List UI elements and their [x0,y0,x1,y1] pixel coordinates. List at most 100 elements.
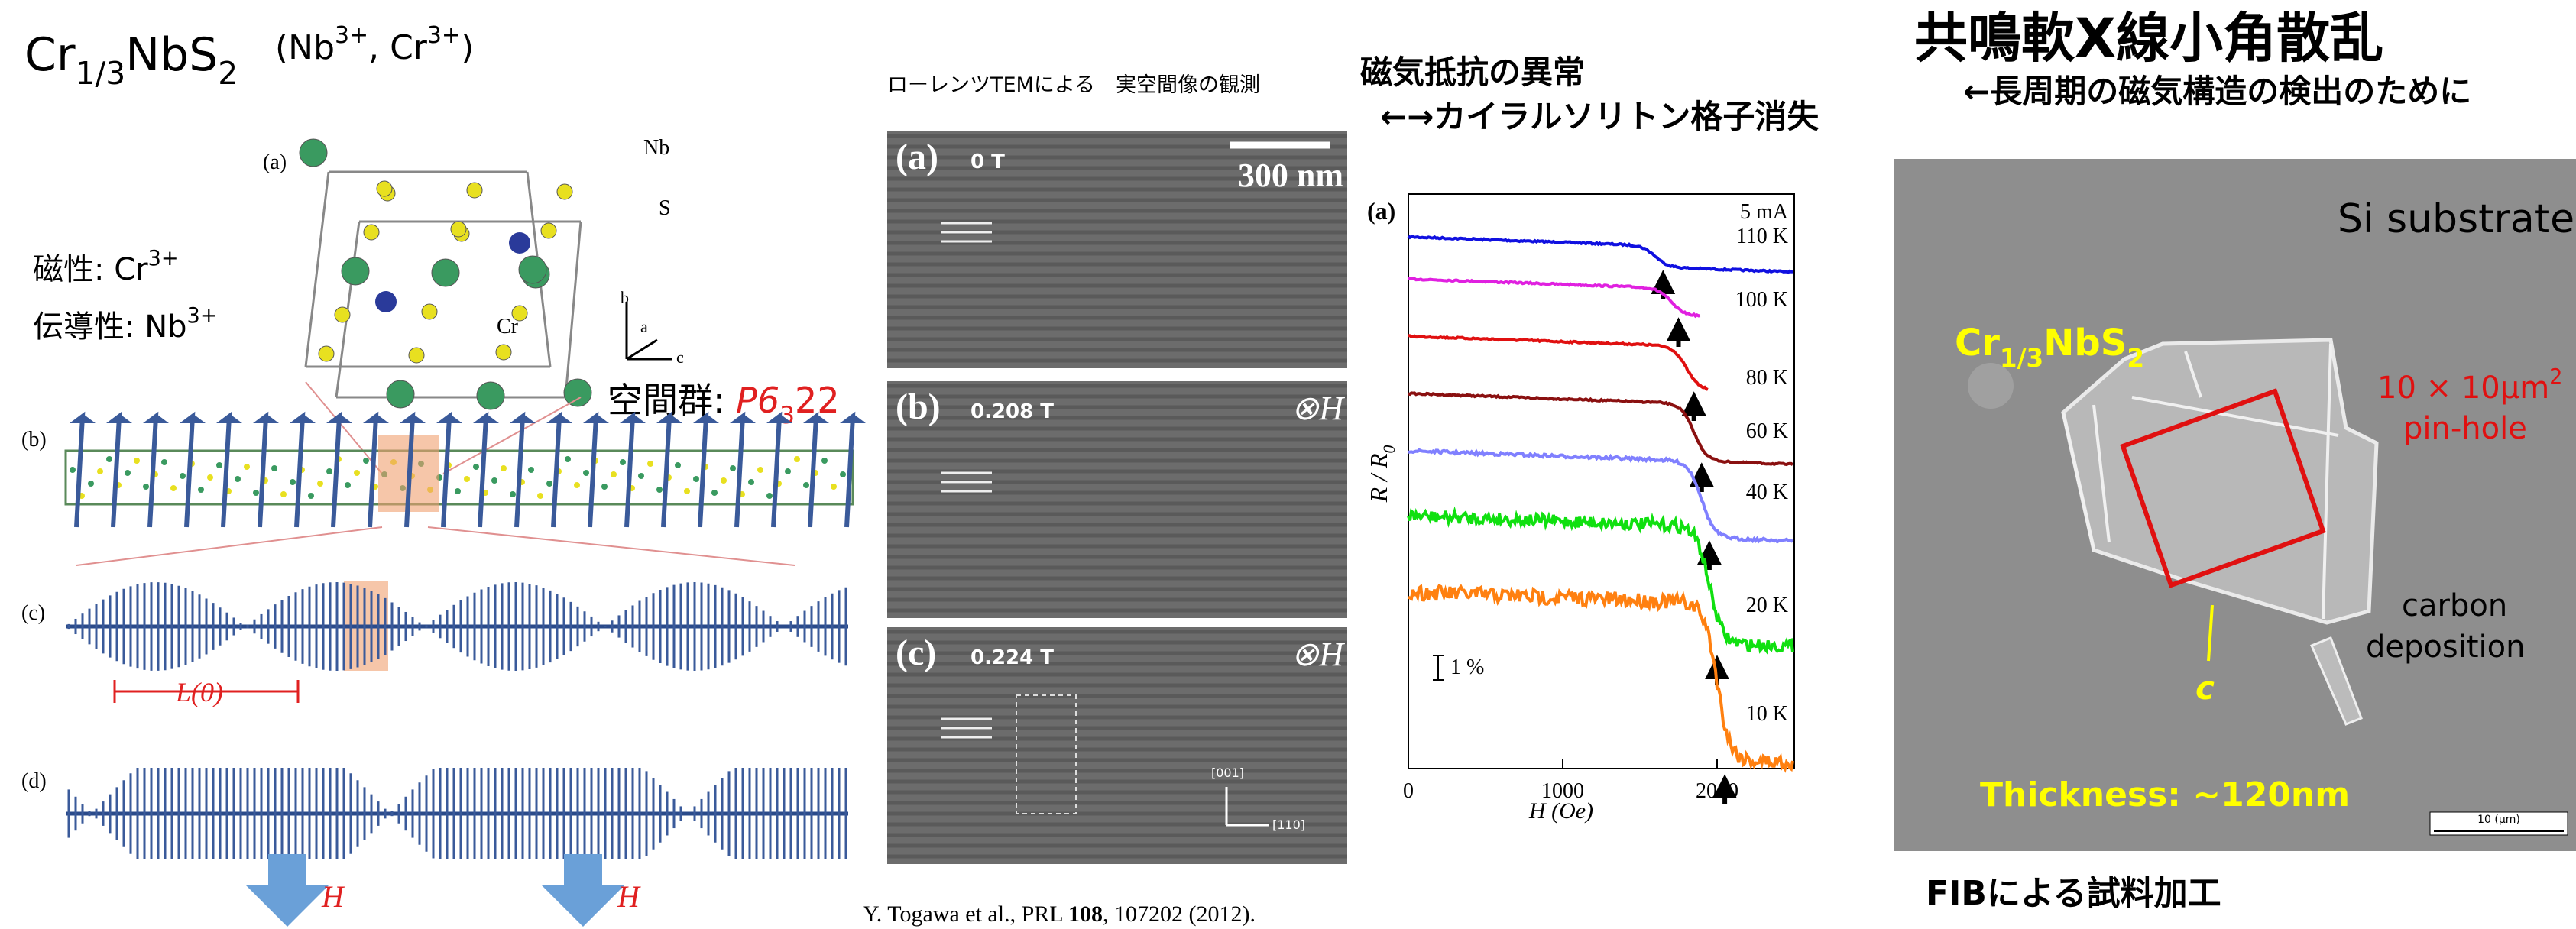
text-run: 100 K [1735,288,1788,312]
text-run: 108 [1068,901,1103,927]
atom [557,184,572,199]
text-run: 40 K [1746,481,1788,504]
lattice-atom [748,479,754,485]
text-run: (a) [1367,197,1395,225]
lattice-atom [235,476,241,482]
text-run: R / R [1365,453,1392,503]
scale-label: 300 nm [1238,157,1343,194]
lattice-atom [106,456,112,462]
lattice-atom [711,490,718,496]
x-tick-label: 0 [1403,779,1414,803]
atom [496,345,511,360]
text-run: c [2195,669,2215,707]
lattice-atom [757,467,763,473]
field-value: 0 T [970,151,1005,173]
field-label: H [321,879,345,914]
text-run: (c) [21,601,45,625]
atom [422,304,437,319]
text-run: c [676,348,684,367]
text-run: Thickness: ~120nm [1980,775,2350,814]
text-run: a [640,317,648,336]
lattice-atom [821,458,828,464]
carbon-label: carbon [2402,588,2507,623]
pinhole-label: pin-hole [2403,411,2527,446]
atom [564,379,591,406]
lattice-atom [97,468,103,474]
lattice-atom [170,485,177,491]
text-run: 5 mA [1740,200,1789,224]
lattice-atom [464,476,470,482]
panel-label: (b) [896,387,941,427]
lattice-atom [721,477,727,484]
scale-label: 10 (μm) [2477,814,2520,826]
atom [432,259,459,286]
atom [519,256,546,283]
atom [300,139,327,167]
lattice-atom [620,459,626,465]
axis-label: c [676,348,684,367]
atom-cr [509,232,530,254]
text-run: deposition [2366,630,2525,665]
citation: Y. Togawa et al., PRL 108, 107202 (2012)… [863,901,1256,927]
nb-label: Nb [643,136,669,160]
text-run: 3+ [148,247,179,270]
text-run: ←長周期の磁気構造の検出のために [1963,73,2471,110]
panel-label: (c) [21,601,45,625]
text-run: 2 [218,55,238,92]
text-run: H [617,879,641,914]
text-run: 0.224 T [970,646,1054,669]
temperature-label: 20 K [1746,594,1788,617]
text-run: 0 [1380,445,1398,453]
lattice-atom [271,465,277,471]
carbon-label: deposition [2366,630,2525,665]
atom-label: Cr [497,315,519,338]
lattice-atom [528,467,534,473]
text-run: pin-hole [2403,411,2527,446]
lattice-atom [684,488,690,494]
lattice-atom [840,471,846,477]
text-run: 1 % [1450,655,1484,679]
sans-title: 共鳴軟X線小角散乱 [1914,7,2383,70]
axis-label: [110] [1272,817,1305,832]
lattice-atom [638,473,644,479]
text-run: 10 K [1746,702,1788,726]
scale-label: 1 % [1450,655,1484,679]
lattice-atom [656,487,663,493]
sem-caption: FIBによる試料加工 [1926,874,2221,913]
atom [409,348,424,363]
lattice-atom [244,464,250,470]
panel-label: (c) [896,633,936,673]
atom [387,380,414,408]
text-run: Y. Togawa et al., PRL [863,901,1068,927]
text-run: 2 [2549,365,2562,389]
lattice-atom [326,468,332,474]
thickness-label: Thickness: ~120nm [1980,775,2350,814]
text-run: (a) [896,137,938,177]
text-run: Nb [643,136,669,160]
lattice-atom [601,484,608,490]
atom [342,257,369,285]
text-run: (d) [21,769,47,793]
lattice-atom [647,461,653,467]
lattice-atom [143,484,149,490]
lattice-atom [574,482,580,488]
text-run: 1/3 [76,55,126,92]
atom [319,346,334,361]
slide: Cr1/3NbS2(Nb3+, Cr3+)磁性: Cr3+伝導性: Nb3+(a… [0,0,2576,929]
substrate-label: Si substrate [2338,196,2574,242]
lattice-atom [583,470,589,476]
text-run: 3+ [427,22,461,49]
text-run: 2 [2127,344,2144,373]
lattice-atom [88,481,94,487]
text-run: ←→カイラルソリトン格子消失 [1380,98,1819,135]
lattice-atom [730,465,736,471]
text-run: Cr [24,28,76,82]
text-run: (a) [263,151,287,174]
lattice-atom [280,491,287,497]
temperature-label: 10 K [1746,702,1788,726]
lattice-atom [317,481,323,487]
lattice-atom [510,491,516,497]
text-run: S [659,196,671,220]
text-run: , 107202 (2012). [1103,901,1256,927]
lattice-atom [161,459,167,465]
